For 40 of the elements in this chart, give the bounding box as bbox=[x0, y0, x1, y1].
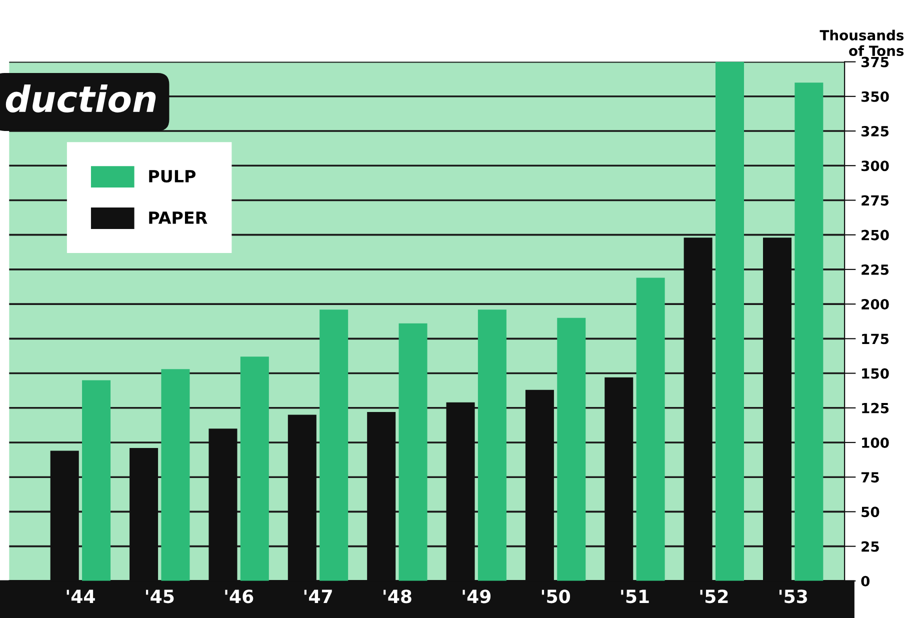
y-tick-label: 150 bbox=[862, 368, 889, 379]
bar bbox=[715, 62, 744, 581]
y-tick-label: 75 bbox=[861, 472, 879, 483]
bar bbox=[636, 278, 665, 581]
x-tick-label: '47 bbox=[304, 590, 332, 603]
x-tick-label: '48 bbox=[384, 590, 412, 604]
y-tick-label: 375 bbox=[861, 56, 889, 68]
bar bbox=[320, 310, 348, 581]
legend-label: PULP bbox=[149, 170, 196, 183]
bar bbox=[161, 369, 190, 581]
x-tick-label: '44 bbox=[66, 590, 95, 603]
x-tick-label: '52 bbox=[700, 590, 728, 604]
y-tick-label: 175 bbox=[862, 334, 889, 344]
y-tick-label: 300 bbox=[861, 160, 889, 172]
bar bbox=[398, 323, 428, 581]
x-tick-label: '51 bbox=[621, 590, 649, 604]
bar bbox=[794, 82, 824, 581]
y-tick-label: 100 bbox=[862, 437, 889, 448]
y-axis-title: Thousands of Tons bbox=[820, 30, 904, 56]
x-tick-label: '46 bbox=[225, 590, 254, 604]
x-tick-label: '49 bbox=[462, 590, 491, 604]
y-tick-label: 125 bbox=[862, 402, 889, 414]
bar bbox=[240, 356, 269, 581]
x-tick-label: '45 bbox=[146, 590, 174, 604]
y-tick-label: 275 bbox=[862, 195, 889, 206]
y-tick-label: 350 bbox=[861, 91, 889, 102]
y-tick-label: 250 bbox=[862, 230, 889, 240]
bar bbox=[557, 318, 586, 581]
y-tick-label: 0 bbox=[861, 576, 870, 586]
bar bbox=[478, 310, 506, 581]
y-tick-label: 25 bbox=[862, 541, 879, 552]
x-tick-label: '53 bbox=[779, 590, 807, 604]
x-tick-label: '50 bbox=[542, 590, 570, 604]
y-tick-label: 225 bbox=[862, 264, 889, 275]
legend-label: PAPER bbox=[149, 212, 208, 224]
text: duction bbox=[6, 84, 156, 112]
y-tick-label: 50 bbox=[862, 506, 880, 518]
bar bbox=[82, 380, 111, 581]
y-tick-label: 325 bbox=[861, 126, 889, 136]
y-tick-label: 200 bbox=[862, 299, 889, 310]
